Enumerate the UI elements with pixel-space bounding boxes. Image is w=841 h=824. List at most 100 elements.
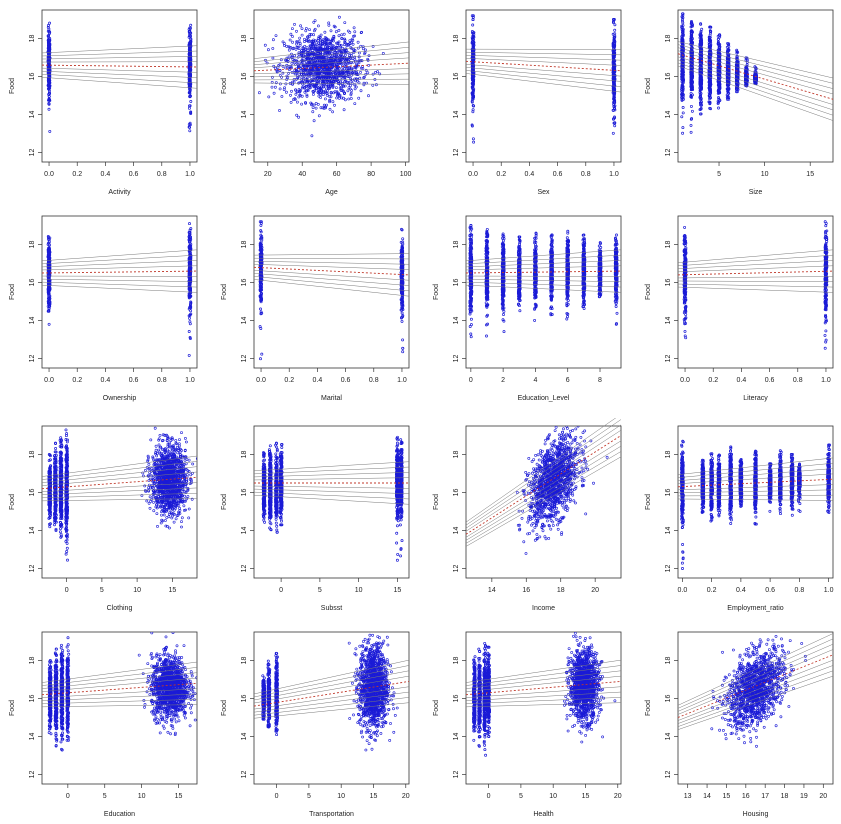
data-point [350, 94, 352, 96]
data-point [367, 72, 369, 74]
x-axis-label: Sex [537, 189, 550, 196]
data-point [364, 49, 366, 51]
data-point [717, 38, 719, 40]
data-point [681, 116, 683, 118]
y-tick-label: 12 [453, 149, 460, 157]
data-point [338, 16, 340, 18]
data-point [350, 74, 352, 76]
data-point [347, 30, 349, 32]
data-point [298, 96, 300, 98]
y-tick-label: 18 [453, 35, 460, 43]
data-point [343, 109, 345, 111]
data-point [291, 28, 293, 30]
data-point [308, 29, 310, 31]
data-point [472, 104, 474, 106]
data-point [315, 107, 317, 109]
fit-band-line [42, 77, 197, 88]
data-point [472, 109, 474, 111]
x-axis-label: Age [325, 189, 338, 196]
data-point [190, 24, 192, 26]
data-point [358, 97, 360, 99]
data-point [343, 33, 345, 35]
data-point [301, 103, 303, 105]
data-point [313, 120, 315, 122]
data-point [313, 34, 315, 36]
data-point [614, 125, 616, 127]
data-point [349, 40, 351, 42]
x-tick-label: 5 [717, 171, 721, 178]
data-point [312, 93, 314, 95]
data-point [291, 62, 293, 64]
data-point [700, 107, 702, 109]
data-point [272, 39, 274, 41]
data-point [282, 65, 284, 67]
data-point [614, 29, 616, 31]
data-point [472, 19, 474, 21]
data-point [350, 97, 352, 99]
data-point [291, 35, 293, 37]
x-axis-label: Activity [108, 189, 131, 196]
data-point [357, 41, 359, 43]
y-tick-label: 14 [29, 111, 36, 119]
fit-band-line [42, 74, 197, 83]
data-point [359, 77, 361, 79]
data-point [281, 95, 283, 97]
data-point [305, 27, 307, 29]
x-tick-label: 0.6 [129, 171, 139, 178]
data-point [367, 95, 369, 97]
data-point [49, 130, 51, 132]
x-tick-label: 0.4 [525, 171, 535, 178]
data-point [288, 56, 290, 58]
data-point [295, 93, 297, 95]
y-tick-label: 16 [241, 73, 248, 81]
data-point [188, 126, 190, 128]
data-point [250, 63, 252, 65]
data-point [272, 47, 274, 49]
y-tick-label: 16 [29, 73, 36, 81]
y-tick-label: 18 [241, 35, 248, 43]
points-layer [47, 223, 192, 357]
x-axis-label: Size [749, 189, 763, 196]
data-point [612, 109, 614, 111]
data-point [189, 130, 191, 132]
fit-band-line [466, 73, 621, 92]
y-tick-label: 16 [453, 73, 460, 81]
data-point [717, 43, 719, 45]
x-tick-label: 0.0 [468, 171, 478, 178]
data-point [264, 44, 266, 46]
data-point [290, 101, 292, 103]
data-point [690, 131, 692, 133]
data-point [719, 34, 721, 36]
data-point [278, 109, 280, 111]
points-layer [681, 13, 758, 135]
data-point [348, 98, 350, 100]
data-point [289, 39, 291, 41]
data-point [189, 105, 191, 107]
data-point [190, 100, 192, 102]
data-point [354, 103, 356, 105]
plot-frame [466, 10, 621, 162]
data-point [313, 21, 315, 23]
fit-band-line [466, 52, 621, 55]
x-tick-label: 1.0 [185, 171, 195, 178]
x-tick-label: 10 [761, 171, 769, 178]
data-point [335, 87, 337, 89]
data-point [286, 64, 288, 66]
data-point [330, 30, 332, 32]
data-point [614, 122, 616, 124]
data-point [682, 112, 684, 114]
data-point [320, 34, 322, 36]
data-point [271, 86, 273, 88]
data-point [48, 323, 50, 325]
data-point [268, 96, 270, 98]
data-point [359, 71, 361, 73]
data-point [338, 35, 340, 37]
data-point [682, 127, 684, 129]
data-point [298, 40, 300, 42]
data-point [282, 41, 284, 43]
data-point [300, 25, 302, 27]
x-tick-label: 0.0 [44, 171, 54, 178]
data-point [49, 22, 51, 24]
data-point [320, 96, 322, 98]
y-tick-label: 12 [29, 149, 36, 157]
